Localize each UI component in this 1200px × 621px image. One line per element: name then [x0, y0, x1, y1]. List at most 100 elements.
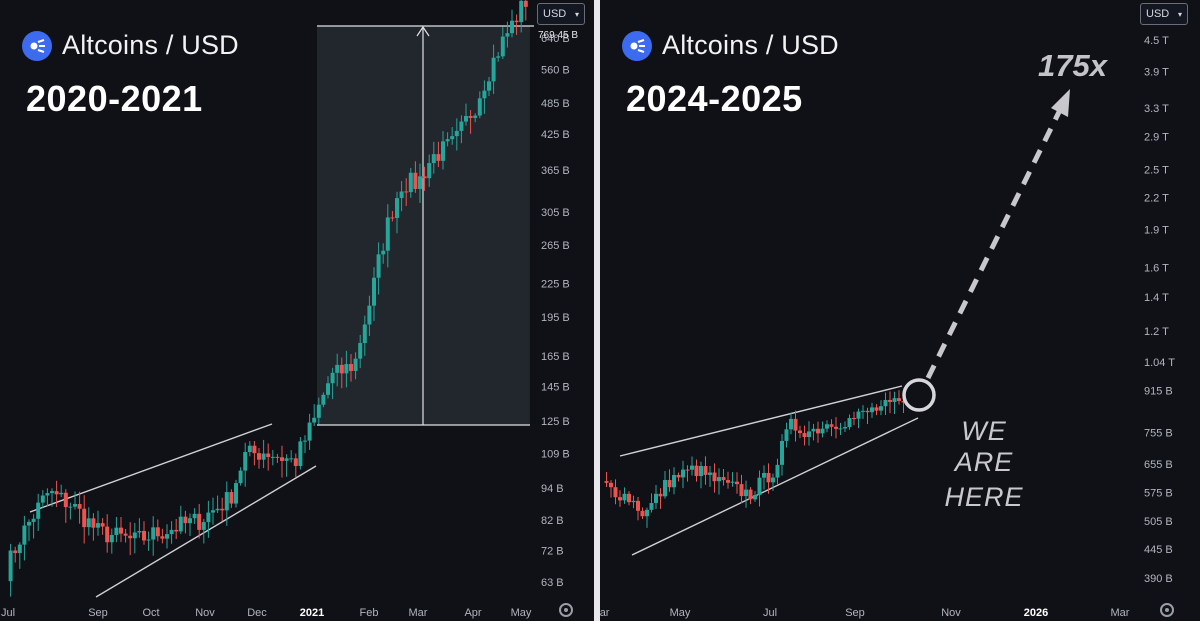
left-candle — [31, 518, 36, 522]
left-candle — [59, 492, 64, 495]
left-y-tick-label: 94 B — [541, 483, 564, 495]
left-candle — [169, 529, 174, 535]
right-settings-gear-icon[interactable] — [1160, 603, 1174, 617]
left-candle — [514, 20, 519, 23]
left-candle — [399, 191, 404, 199]
left-candle — [280, 457, 284, 461]
left-candle — [132, 532, 137, 539]
right-candle — [816, 428, 820, 434]
left-x-tick-label: Sep — [88, 607, 108, 619]
left-candle — [247, 445, 252, 453]
right-candle — [690, 465, 694, 470]
left-candle — [243, 452, 248, 471]
right-y-tick-label: 755 B — [1144, 428, 1173, 440]
left-candle — [82, 508, 87, 528]
right-candle — [901, 401, 906, 403]
left-candle — [353, 358, 358, 371]
right-candle — [721, 477, 726, 481]
altcoins-logo-icon — [22, 30, 52, 61]
left-y-tick-label: 72 B — [541, 546, 564, 558]
right-x-tick-label: Jul — [763, 607, 777, 619]
left-candle — [229, 492, 234, 504]
left-candle — [431, 154, 436, 164]
right-candle — [627, 493, 631, 503]
left-candle — [395, 198, 399, 218]
left-candle — [86, 518, 91, 528]
left-chart-panel: 640 B 560 B 485 B 425 B 365 B 305 B 265 B 225 B… — [0, 0, 594, 621]
left-candle — [266, 453, 271, 457]
right-candle — [780, 440, 784, 465]
right-candle — [793, 418, 798, 431]
left-candle — [50, 491, 54, 494]
left-candle — [339, 364, 344, 374]
left-candle — [192, 513, 197, 519]
left-candle — [137, 530, 142, 533]
left-title-row: Altcoins / USD — [22, 30, 239, 61]
left-currency-select[interactable]: USD ▾ — [537, 3, 585, 25]
left-candle — [505, 33, 510, 37]
left-candle — [165, 534, 169, 539]
right-candle — [699, 465, 703, 477]
left-candle — [155, 527, 160, 537]
left-candle — [151, 527, 156, 540]
left-candle — [464, 115, 468, 122]
right-y-tick-label: 390 B — [1144, 573, 1173, 585]
right-y-tick-label: 1.04 T — [1144, 357, 1175, 369]
left-candle — [22, 525, 27, 545]
left-candle — [312, 417, 317, 423]
right-candle — [604, 481, 609, 483]
left-candle — [468, 115, 473, 118]
left-candle — [491, 57, 496, 82]
left-y-tick-label: 63 B — [541, 577, 564, 589]
left-candle — [408, 172, 413, 193]
left-y-tick-label: 195 B — [541, 312, 570, 324]
left-candle — [519, 0, 524, 23]
right-y-tick-label: 1.2 T — [1144, 326, 1169, 338]
left-candle — [482, 90, 487, 99]
left-candle — [289, 458, 294, 460]
left-candle — [427, 163, 432, 179]
right-currency-select[interactable]: USD ▾ — [1140, 3, 1188, 25]
right-y-tick-label: 505 B — [1144, 516, 1173, 528]
left-candle — [252, 445, 257, 454]
left-candle — [234, 483, 238, 504]
right-currency-label: USD — [1146, 8, 1170, 20]
lower-wedge-line — [631, 417, 919, 556]
left-candle — [197, 513, 202, 530]
right-candle — [897, 398, 901, 402]
right-candle — [663, 480, 667, 497]
right-candle — [784, 429, 789, 441]
right-candle — [694, 465, 699, 477]
left-candle — [188, 518, 192, 524]
right-y-tick-label: 2.2 T — [1144, 192, 1169, 204]
left-max-price-label: 769.45 B — [538, 30, 578, 41]
left-y-tick-label: 640 B — [541, 33, 570, 45]
left-candle — [298, 441, 303, 466]
right-candle — [865, 410, 870, 413]
left-candle — [270, 456, 275, 458]
right-candle — [735, 481, 739, 485]
left-candle — [326, 383, 330, 395]
right-y-tick-label: 3.3 T — [1144, 103, 1169, 115]
left-candle — [109, 534, 114, 543]
left-y-tick-label: 425 B — [541, 129, 570, 141]
right-candle — [708, 472, 712, 475]
we-are-here-circle — [902, 378, 936, 412]
projection-dashed-line — [925, 108, 1063, 380]
left-candle — [500, 36, 505, 57]
left-candle — [40, 495, 45, 503]
left-candle — [220, 508, 225, 511]
left-candle — [54, 491, 59, 495]
left-candle — [45, 493, 50, 496]
right-candle — [717, 477, 721, 482]
upper-trendline — [29, 423, 273, 513]
left-settings-gear-icon[interactable] — [559, 603, 573, 617]
left-candle — [206, 512, 211, 523]
projection-arrow-head — [1051, 89, 1070, 117]
left-candle — [13, 550, 18, 554]
left-chart-canvas: 640 B 560 B 485 B 425 B 365 B 305 B 265 B 225 B… — [1, 0, 594, 621]
right-y-tick-label: 915 B — [1144, 385, 1173, 397]
left-candle — [284, 458, 289, 461]
left-x-tick-label: 2021 — [300, 607, 324, 619]
right-candle — [672, 474, 676, 488]
